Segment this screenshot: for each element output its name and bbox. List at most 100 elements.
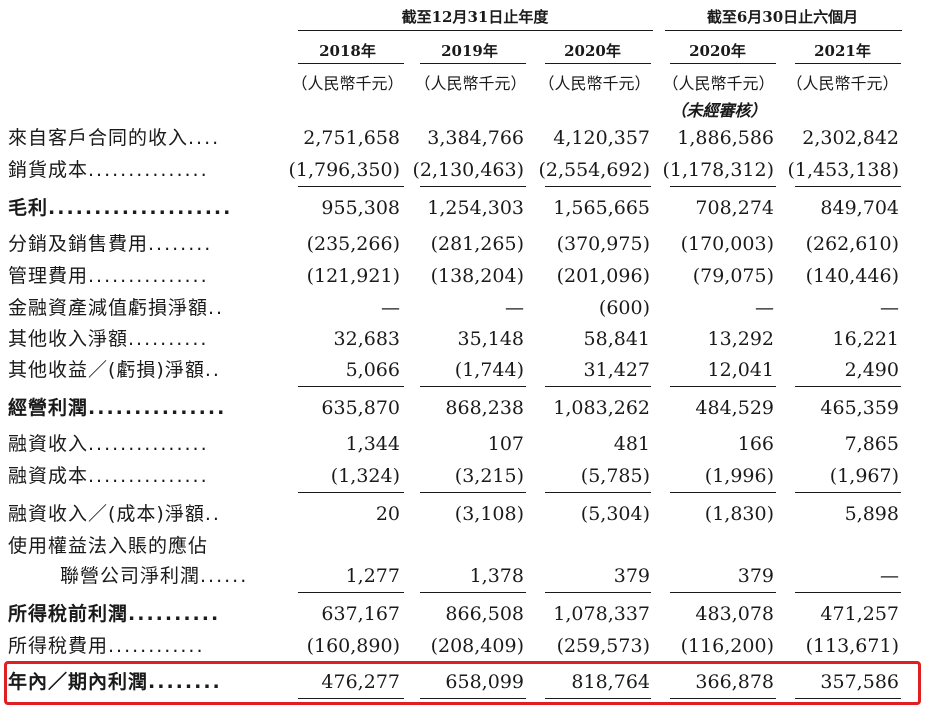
leader-dots: .................... xyxy=(48,197,233,219)
value-cell-col-3: (116,200) xyxy=(680,635,774,657)
leader-dots: ........ xyxy=(148,671,222,693)
value-cell-col-1: 3,384,766 xyxy=(427,127,524,149)
row-label-text: 融資收入／(成本)淨額 xyxy=(8,503,205,525)
value-cell-col-0: (121,921) xyxy=(306,265,400,287)
row-label: 金融資產減值虧損淨額.. xyxy=(8,292,224,324)
value-cell-col-0: (235,266) xyxy=(306,233,400,255)
value-cell-col-2: 1,078,337 xyxy=(553,603,650,625)
leader-dots: .. xyxy=(204,503,221,525)
highlight-box xyxy=(4,661,921,705)
value-cell-col-4: 5,898 xyxy=(844,503,899,525)
header-group-annual-rule xyxy=(298,30,653,31)
leader-dots: .......... xyxy=(128,328,209,350)
table-row: 銷貨成本............... (1,796,350) (2,130,463… xyxy=(0,154,928,186)
value-cell-col-0: 5,066 xyxy=(345,359,400,381)
row-label-text: 其他收益／(虧損)淨額 xyxy=(8,359,205,381)
table-row: 經營利潤............... 635,870 868,238 1,083,2… xyxy=(0,392,928,424)
value-cell-col-4: (262,610) xyxy=(805,233,899,255)
value-cell-col-2: 379 xyxy=(613,565,650,587)
value-cell-col-3: 166 xyxy=(737,433,774,455)
value-cell-col-0: 635,870 xyxy=(321,397,400,419)
value-cell-col-1: 866,508 xyxy=(445,603,524,625)
unaudited-note: （未經審核） xyxy=(670,101,767,120)
value-cell-col-3: 366,878 xyxy=(695,671,774,693)
value-cell-col-4: 2,490 xyxy=(844,359,899,381)
subtotal-rule xyxy=(420,386,526,387)
subtotal-rule xyxy=(298,592,404,593)
value-cell-col-4: 849,704 xyxy=(820,197,899,219)
year-rule-2018 xyxy=(298,63,404,64)
value-cell-col-3: (1,178,312) xyxy=(662,159,774,181)
subtotal-rule xyxy=(795,592,901,593)
row-label: 其他收入淨額.......... xyxy=(8,323,208,355)
value-cell-col-2: (5,304) xyxy=(580,503,650,525)
row-label-text: 所得稅費用 xyxy=(8,635,109,657)
value-cell-col-1: 35,148 xyxy=(457,328,524,350)
value-cell-col-4: (1,453,138) xyxy=(787,159,899,181)
subtotal-rule xyxy=(298,186,404,187)
table-row: 來自客戶合同的收入.... 2,751,658 3,384,766 4,120,357… xyxy=(0,122,928,154)
subtotal-rule xyxy=(545,592,651,593)
row-label: 毛利.................... xyxy=(8,192,232,224)
table-row: 所得稅費用............ (160,890) (208,409) (259,… xyxy=(0,630,928,662)
row-label: 融資收入／(成本)淨額.. xyxy=(8,498,221,530)
leader-dots: ............... xyxy=(88,159,209,181)
row-label: 年內／期內利潤........ xyxy=(8,666,222,698)
row-label: 所得稅前利潤.......... xyxy=(8,598,220,630)
year-rule-2019 xyxy=(420,63,526,64)
subtotal-rule xyxy=(670,186,776,187)
header-year-2020: 2020年 xyxy=(564,42,621,60)
table-row: 聯營公司淨利潤...... 1,277 1,378 379 379 — xyxy=(0,560,928,592)
value-cell-col-2: 481 xyxy=(613,433,650,455)
value-cell-col-1: 1,378 xyxy=(469,565,524,587)
value-cell-col-0: 1,344 xyxy=(345,433,400,455)
value-cell-col-1: 107 xyxy=(487,433,524,455)
row-label: 銷貨成本............... xyxy=(8,154,209,186)
value-cell-col-1: 1,254,303 xyxy=(427,197,524,219)
unit-2018: （人民幣千元） xyxy=(291,74,404,93)
table-row: 年內／期內利潤........ 476,277 658,099 818,764 366,… xyxy=(0,666,928,698)
year-rule-2020-interim xyxy=(670,63,776,64)
year-rule-2021-interim xyxy=(795,63,901,64)
value-cell-col-1: — xyxy=(505,297,524,319)
value-cell-col-0: 955,308 xyxy=(321,197,400,219)
value-cell-col-4: (1,967) xyxy=(829,465,899,487)
row-label: 融資收入............... xyxy=(8,428,209,460)
value-cell-col-3: 1,886,586 xyxy=(677,127,774,149)
value-cell-col-1: 658,099 xyxy=(445,671,524,693)
row-label-text: 融資收入 xyxy=(8,433,89,455)
value-cell-col-1: (3,215) xyxy=(454,465,524,487)
row-label: 融資成本............... xyxy=(8,460,209,492)
header-year-2020-interim: 2020年 xyxy=(689,42,746,60)
value-cell-col-4: (113,671) xyxy=(805,635,899,657)
table-row: 融資成本............... (1,324) (3,215) (5,785)… xyxy=(0,460,928,492)
value-cell-col-2: 31,427 xyxy=(583,359,650,381)
unit-2020: （人民幣千元） xyxy=(538,74,651,93)
table-row: 金融資產減值虧損淨額.. — — (600) — — xyxy=(0,292,928,324)
value-cell-col-2: (2,554,692) xyxy=(538,159,650,181)
unit-2020-interim: （人民幣千元） xyxy=(662,74,775,93)
value-cell-col-3: (79,075) xyxy=(692,265,774,287)
header-group-interim: 截至6月30日止六個月 xyxy=(706,8,859,26)
row-label-text: 年內／期內利潤 xyxy=(8,671,149,693)
value-cell-col-3: 708,274 xyxy=(695,197,774,219)
leader-dots: .......... xyxy=(128,603,221,625)
value-cell-col-1: (208,409) xyxy=(430,635,524,657)
value-cell-col-2: 1,565,665 xyxy=(553,197,650,219)
row-label-text: 銷貨成本 xyxy=(8,159,89,181)
value-cell-col-4: 465,359 xyxy=(820,397,899,419)
table-row: 其他收益／(虧損)淨額.. 5,066 (1,744) 31,427 12,041 2,4… xyxy=(0,354,928,386)
row-label-text: 分銷及銷售費用 xyxy=(8,233,149,255)
subtotal-rule xyxy=(795,386,901,387)
subtotal-rule xyxy=(670,592,776,593)
table-row: 其他收入淨額.......... 32,683 35,148 58,841 13,292… xyxy=(0,323,928,355)
unit-2021-interim: （人民幣千元） xyxy=(786,74,899,93)
row-label: 來自客戶合同的收入.... xyxy=(8,122,220,154)
value-cell-col-3: (1,996) xyxy=(704,465,774,487)
table-row: 毛利.................... 955,308 1,254,303 1,… xyxy=(0,192,928,224)
value-cell-col-2: 818,764 xyxy=(571,671,650,693)
table-row: 所得稅前利潤.......... 637,167 866,508 1,078,337 4… xyxy=(0,598,928,630)
subtotal-rule xyxy=(545,386,651,387)
value-cell-col-2: 4,120,357 xyxy=(553,127,650,149)
value-cell-col-2: (600) xyxy=(598,297,650,319)
